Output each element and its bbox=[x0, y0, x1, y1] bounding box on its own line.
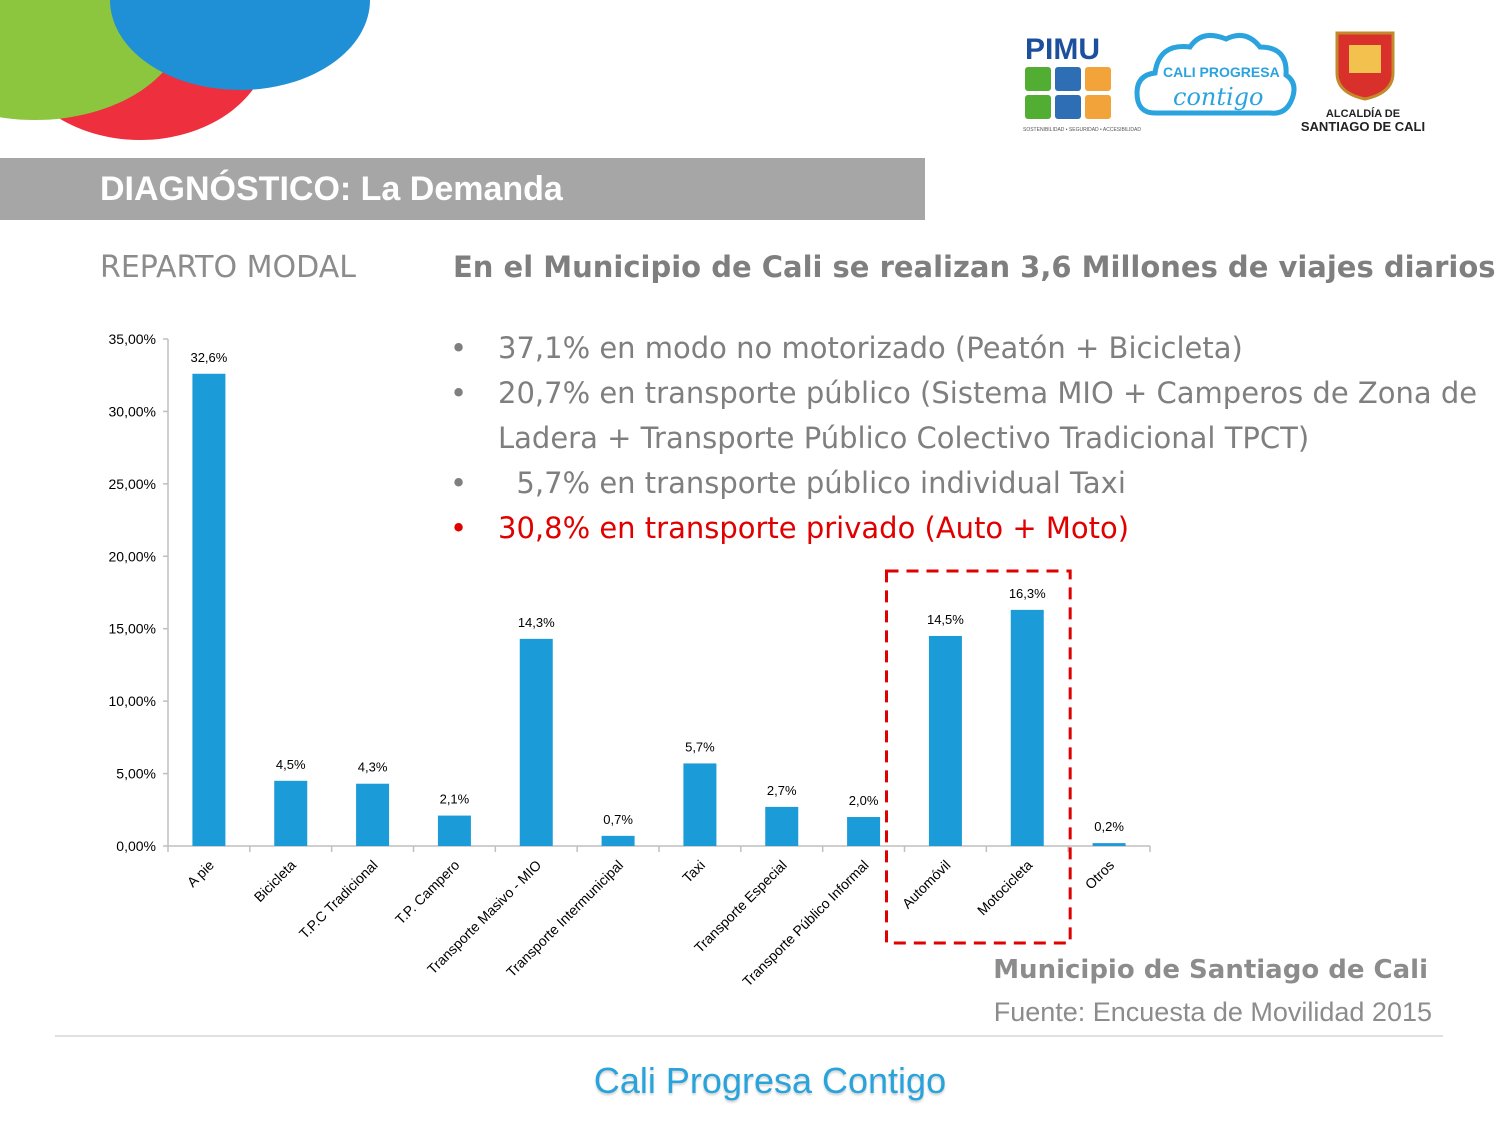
y-tick-label: 25,00% bbox=[109, 476, 156, 492]
data-label: 0,2% bbox=[1094, 819, 1124, 834]
bar bbox=[356, 783, 390, 846]
y-tick-label: 30,00% bbox=[109, 403, 156, 419]
category-label: T.P.C Tradicional bbox=[296, 857, 381, 942]
bullet-item: • 20,7% en transporte público (Sistema MI… bbox=[450, 371, 1480, 461]
bullet-icon: • bbox=[450, 376, 468, 410]
bullet-text: 20,7% en transporte público (Sistema MIO… bbox=[498, 376, 1478, 455]
bar bbox=[192, 373, 226, 846]
highlight-box bbox=[885, 569, 1072, 945]
cali-progresa-logo: CALI PROGRESA contigo bbox=[1134, 32, 1297, 116]
category-label: Automóvil bbox=[899, 857, 954, 912]
bullet-list: • 37,1% en modo no motorizado (Peatón + B… bbox=[450, 326, 1480, 551]
svg-text:CALI PROGRESA: CALI PROGRESA bbox=[1163, 64, 1280, 80]
category-label: Motocicleta bbox=[974, 857, 1036, 919]
data-label: 32,6% bbox=[190, 350, 227, 365]
svg-text:PIMU: PIMU bbox=[1025, 33, 1100, 66]
bullet-item: • 5,7% en transporte público individual … bbox=[450, 461, 1480, 506]
category-label: Otros bbox=[1082, 857, 1118, 893]
bullet-icon: • bbox=[450, 466, 468, 500]
bullet-icon: • bbox=[450, 511, 468, 545]
data-label: 14,5% bbox=[927, 612, 964, 627]
bullet-icon: • bbox=[450, 331, 468, 365]
chart-axes: 0,00% 5,00% 10,00% 15,00% 20,00% 25,00% 30,00%… bbox=[109, 331, 1151, 854]
footer-slogan: Cali Progresa Contigo bbox=[593, 1060, 947, 1101]
bar bbox=[765, 806, 799, 846]
y-tick-label: 5,00% bbox=[116, 766, 156, 782]
section-label: REPARTO MODAL bbox=[100, 250, 356, 285]
chart-labels: 32,6% A pie 4,5% Bicicleta 4,3% T.P.C Tradici… bbox=[184, 350, 1125, 990]
data-label: 14,3% bbox=[518, 615, 555, 630]
headline: En el Municipio de Cali se realizan 3,6 … bbox=[453, 250, 1496, 284]
category-label: Bicicleta bbox=[251, 857, 299, 905]
bullet-text: 37,1% en modo no motorizado (Peatón + Bi… bbox=[498, 331, 1243, 365]
bar bbox=[683, 763, 717, 846]
bullet-text: 30,8% en transporte privado (Auto + Moto… bbox=[498, 511, 1130, 545]
alcaldia-seal: ALCALDÍA DE SANTIAGO DE CALI bbox=[1301, 31, 1425, 134]
data-label: 2,1% bbox=[440, 792, 470, 807]
data-label: 4,3% bbox=[358, 760, 388, 775]
svg-text:SOSTENIBILIDAD • SEGURIDAD • A: SOSTENIBILIDAD • SEGURIDAD • ACCESIBILID… bbox=[1023, 127, 1141, 133]
footer-divider bbox=[55, 1035, 1443, 1037]
data-label: 16,3% bbox=[1009, 586, 1046, 601]
y-tick-label: 10,00% bbox=[109, 693, 156, 709]
title-bar: DIAGNÓSTICO: La Demanda bbox=[0, 158, 925, 220]
bullet-item: • 37,1% en modo no motorizado (Peatón + B… bbox=[450, 326, 1480, 371]
pimu-logo: PIMU SOSTENIBILIDAD • SEGURIDAD • ACCESI… bbox=[1023, 33, 1141, 133]
data-label: 2,0% bbox=[849, 793, 879, 808]
bar bbox=[437, 815, 471, 846]
data-label: 5,7% bbox=[685, 739, 715, 754]
page-title: DIAGNÓSTICO: La Demanda bbox=[100, 170, 563, 208]
svg-text:contigo: contigo bbox=[1173, 83, 1263, 111]
bar bbox=[1092, 843, 1126, 846]
category-label: Taxi bbox=[679, 857, 708, 886]
data-label: 0,7% bbox=[603, 812, 633, 827]
bar bbox=[847, 817, 881, 846]
y-tick-label: 35,00% bbox=[109, 331, 156, 347]
bar bbox=[601, 835, 635, 846]
data-label: 2,7% bbox=[767, 783, 797, 798]
data-label: 4,5% bbox=[276, 757, 306, 772]
source-reference: Fuente: Encuesta de Movilidad 2015 bbox=[993, 997, 1432, 1027]
source-municipality: Municipio de Santiago de Cali bbox=[993, 955, 1428, 985]
category-label: A pie bbox=[184, 857, 217, 890]
bar bbox=[274, 780, 308, 846]
svg-text:ALCALDÍA DE: ALCALDÍA DE bbox=[1326, 107, 1400, 120]
y-tick-label: 0,00% bbox=[116, 838, 156, 854]
header-logos: PIMU SOSTENIBILIDAD • SEGURIDAD • ACCESI… bbox=[1023, 31, 1425, 134]
bar bbox=[1010, 609, 1044, 846]
modal-split-chart: 0,00% 5,00% 10,00% 15,00% 20,00% 25,00% 30,00%… bbox=[109, 331, 1151, 990]
bar bbox=[928, 635, 962, 846]
category-label: T.P. Campero bbox=[392, 857, 463, 928]
y-tick-label: 20,00% bbox=[109, 548, 156, 564]
svg-text:SANTIAGO DE CALI: SANTIAGO DE CALI bbox=[1301, 119, 1425, 134]
chart-bars bbox=[192, 373, 1126, 846]
bullet-item-highlight: • 30,8% en transporte privado (Auto + Mot… bbox=[450, 506, 1480, 551]
corner-decoration bbox=[0, 0, 370, 140]
y-tick-label: 15,00% bbox=[109, 621, 156, 637]
bullet-text: 5,7% en transporte público individual Ta… bbox=[498, 466, 1126, 500]
bar bbox=[519, 638, 553, 846]
